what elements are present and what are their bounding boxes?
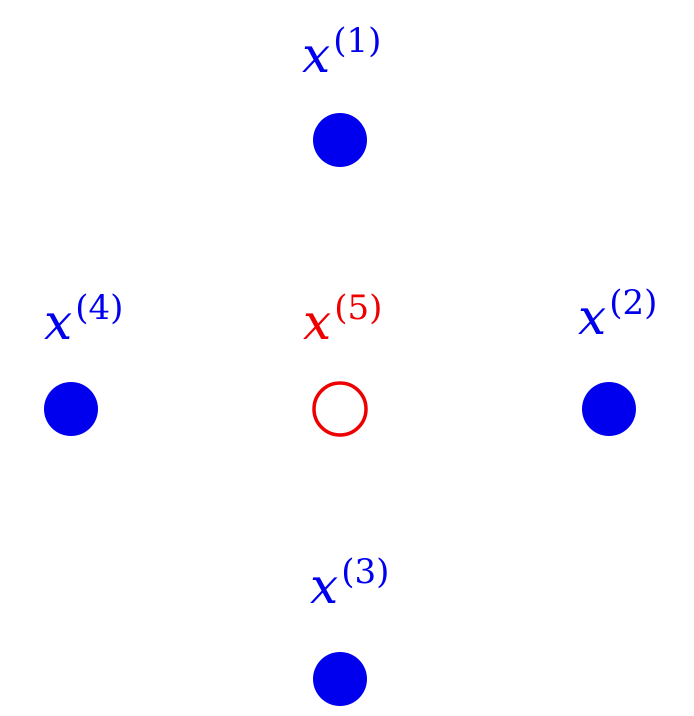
point-1: x(1) bbox=[302, 21, 381, 167]
point-4: x(4) bbox=[44, 288, 123, 436]
point-5-marker bbox=[312, 381, 368, 437]
point-2: x(2) bbox=[578, 283, 657, 436]
point-3-label: x(3) bbox=[310, 552, 389, 615]
point-3-marker bbox=[313, 652, 367, 706]
point-4-label: x(4) bbox=[44, 288, 123, 351]
point-2-label: x(2) bbox=[578, 283, 657, 346]
point-1-marker bbox=[313, 113, 367, 167]
point-3: x(3) bbox=[310, 552, 389, 706]
point-4-marker bbox=[44, 382, 98, 436]
point-5: x(5) bbox=[303, 288, 382, 437]
point-2-marker bbox=[582, 382, 636, 436]
point-1-label: x(1) bbox=[302, 21, 381, 84]
point-5-label: x(5) bbox=[303, 288, 382, 351]
